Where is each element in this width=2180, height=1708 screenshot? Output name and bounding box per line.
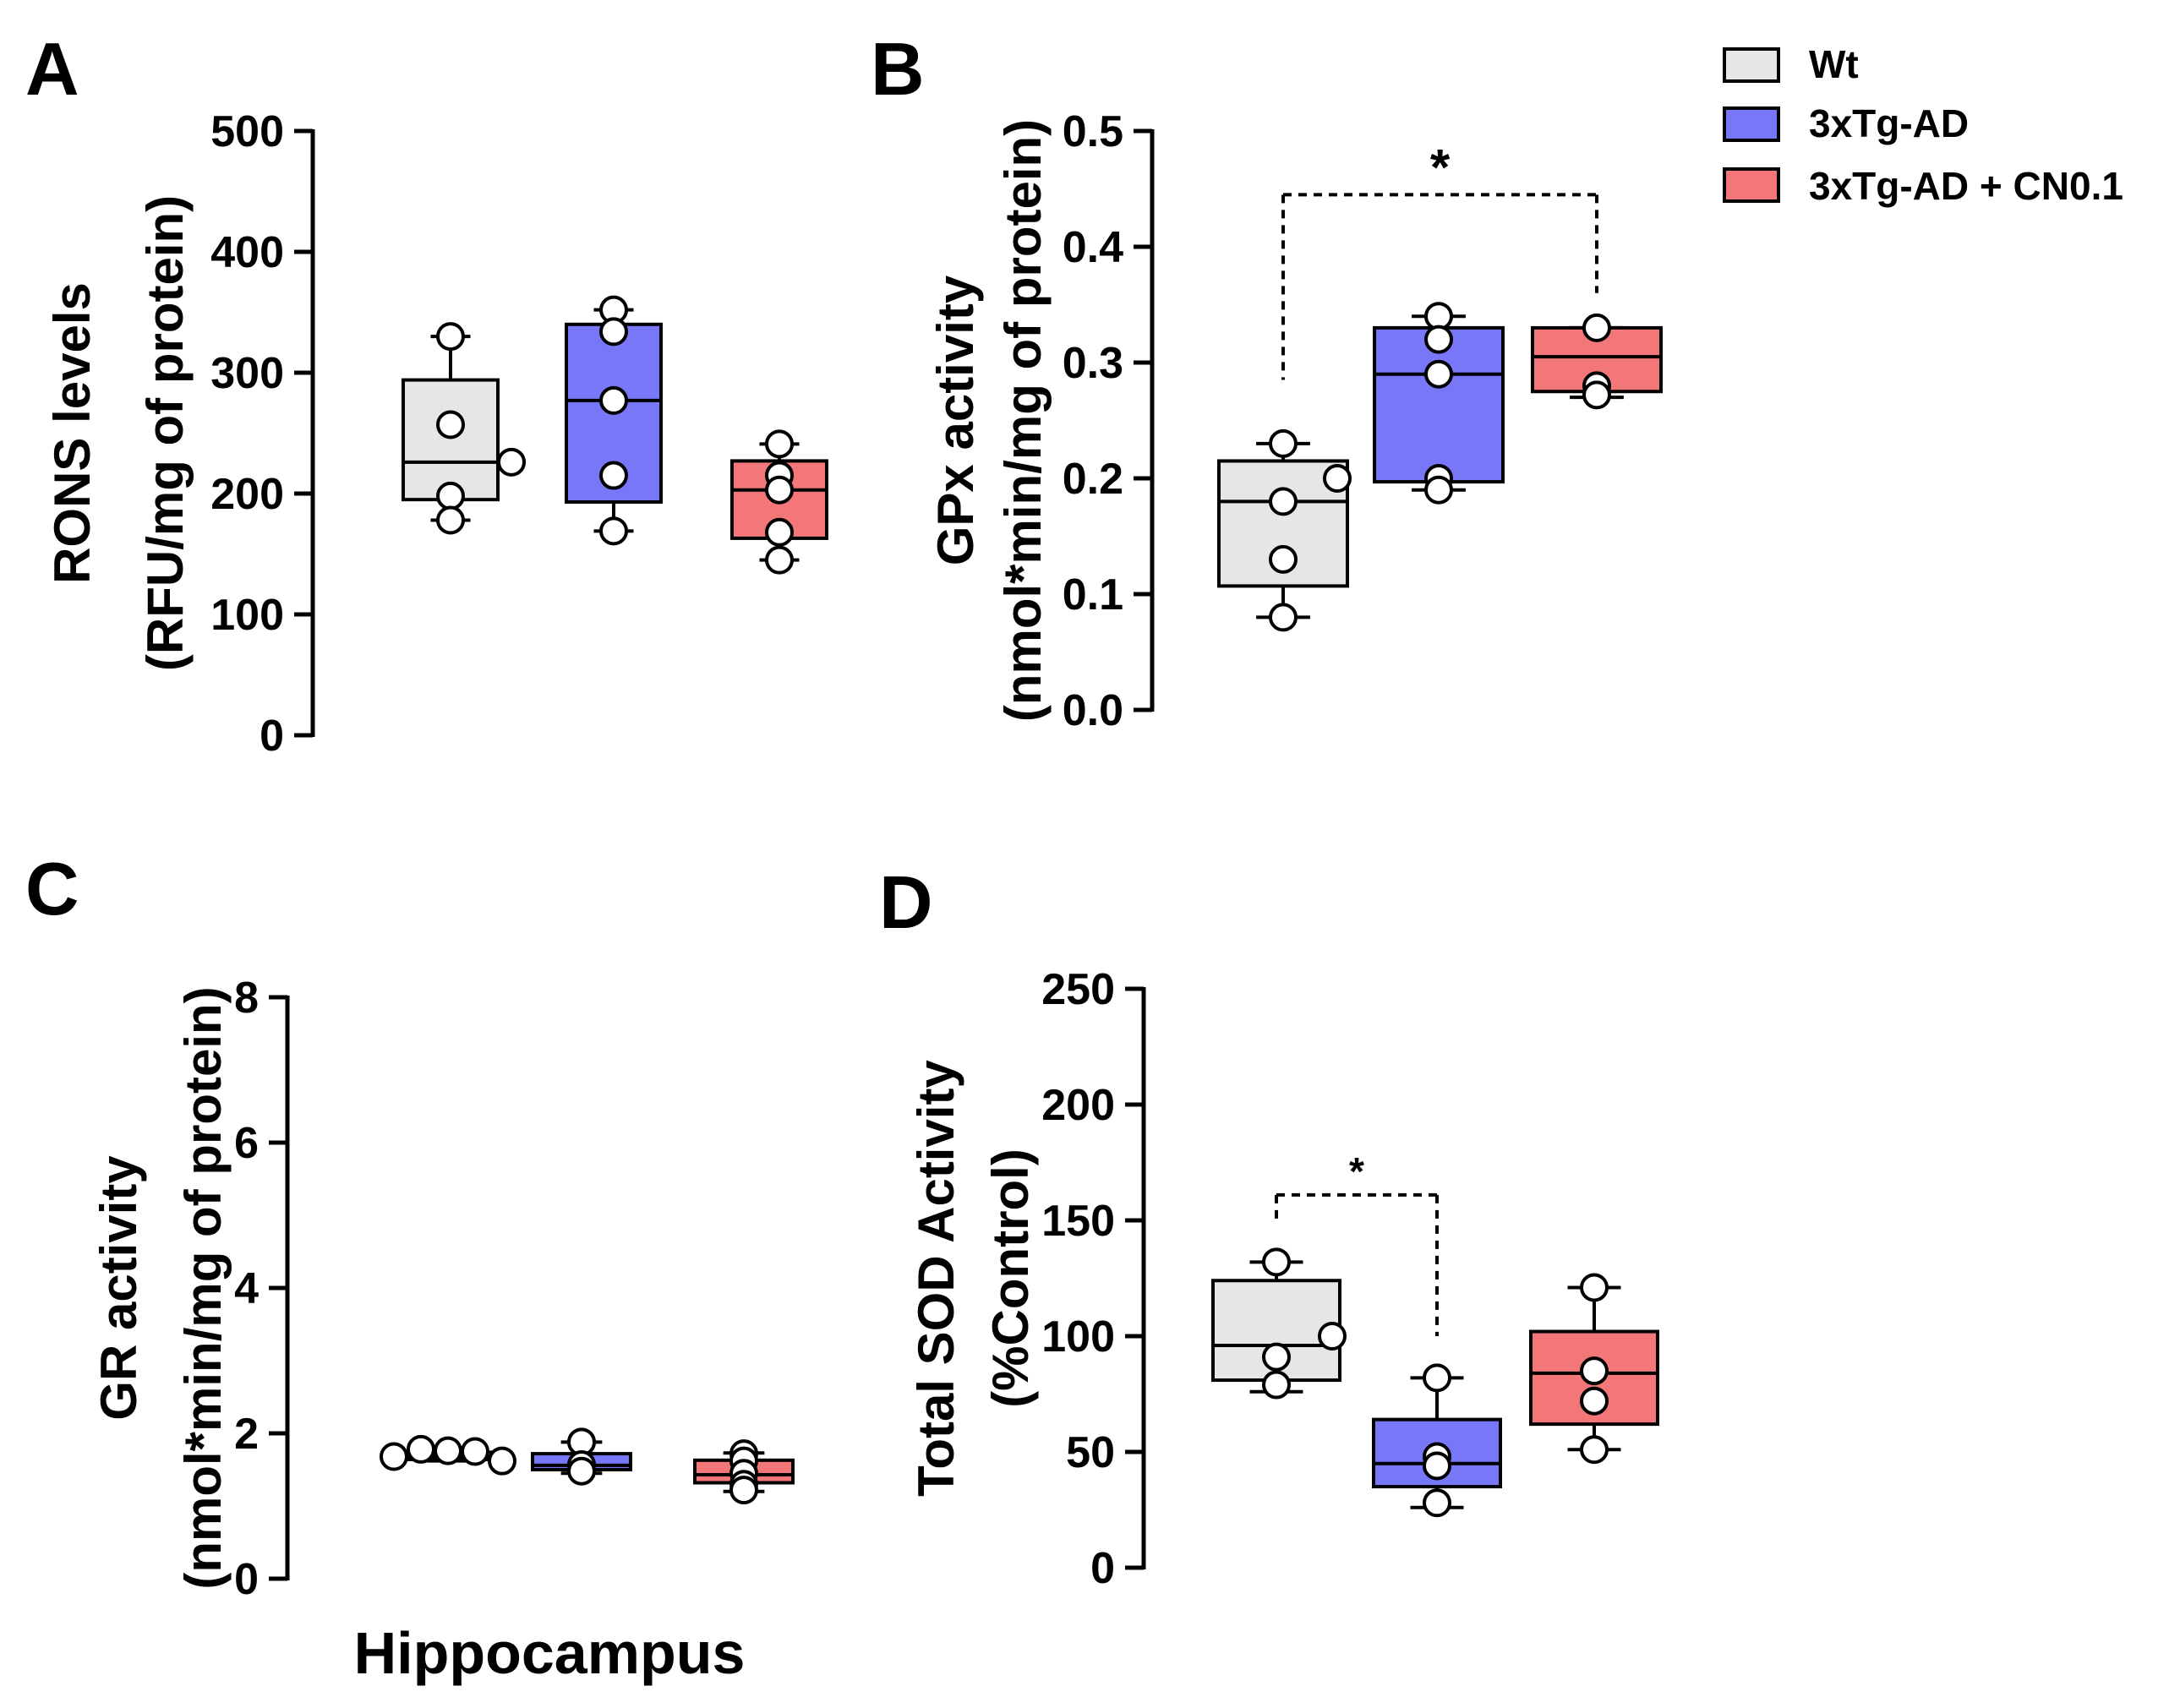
data-point <box>765 429 794 459</box>
data-point <box>1423 1363 1451 1393</box>
y-axis-label: (nmol*min/mg of protein) <box>995 119 1052 722</box>
data-point <box>1423 1451 1451 1481</box>
data-point <box>599 385 628 415</box>
legend-swatch-wt <box>1723 47 1780 83</box>
data-point <box>436 481 465 510</box>
legend: Wt 3xTg-AD 3xTg-AD + CN0.1 <box>1723 42 2123 208</box>
y-tick-label: 100 <box>1041 1312 1115 1361</box>
y-tick-label: 0.0 <box>1063 686 1123 735</box>
data-point <box>1580 1356 1609 1386</box>
legend-label-3xtg: 3xTg-AD <box>1809 101 1969 145</box>
data-point <box>599 516 628 546</box>
y-tick-label: 150 <box>1041 1197 1115 1246</box>
y-tick-label: 200 <box>210 470 284 519</box>
data-point <box>1323 464 1352 493</box>
y-tick-label: 0 <box>260 712 284 761</box>
y-tick-label: 0.4 <box>1063 223 1123 272</box>
y-axis-label: RONS levels <box>44 282 101 584</box>
data-point <box>1423 1488 1451 1518</box>
data-point <box>461 1437 489 1466</box>
y-tick-label: 8 <box>234 974 259 1023</box>
data-point <box>765 545 794 575</box>
y-tick-label: 0.3 <box>1063 339 1123 388</box>
data-point <box>436 505 465 535</box>
y-tick-label: 0 <box>234 1555 259 1604</box>
data-point <box>1269 544 1298 574</box>
data-point <box>1262 1247 1291 1277</box>
y-axis-label: Total SOD Activity <box>908 1060 964 1497</box>
data-point <box>436 410 465 439</box>
data-point <box>1580 1435 1609 1465</box>
y-tick-label: 4 <box>234 1264 259 1313</box>
box <box>402 378 500 502</box>
y-tick-label: 500 <box>210 107 284 156</box>
legend-swatch-3xtg <box>1723 106 1780 142</box>
y-tick-label: 200 <box>1041 1081 1115 1130</box>
data-point <box>567 1456 596 1486</box>
data-point <box>1269 487 1298 516</box>
y-tick-label: 0.5 <box>1063 107 1123 156</box>
legend-label-wt: Wt <box>1809 42 1859 86</box>
panel-a: 0 100 200 300 400 500 RONS levels (RFU/mg of pr… <box>44 107 828 761</box>
y-axis-label: (nmol*min/mg of protein) <box>175 986 232 1589</box>
data-point <box>488 1446 516 1476</box>
y-tick-label: 250 <box>1041 965 1115 1014</box>
panel-letter-b: B <box>871 27 925 111</box>
y-tick-label: 0.1 <box>1063 570 1123 619</box>
significance-label: * <box>1430 139 1451 195</box>
y-tick-label: 300 <box>210 349 284 398</box>
data-point <box>1582 380 1611 410</box>
data-point <box>1424 475 1453 505</box>
data-point <box>729 1476 758 1505</box>
data-point <box>1262 1370 1291 1400</box>
y-axis-label: (RFU/mg of protein) <box>137 195 194 671</box>
data-point <box>434 1436 462 1465</box>
data-point <box>765 517 794 547</box>
x-axis-label: Hippocampus <box>354 1620 746 1686</box>
y-axis-label: (%Control) <box>982 1149 1039 1408</box>
panel-b: 0.0 0.1 0.2 0.3 0.4 0.5 GPx activity (nmol*min/… <box>927 107 1663 735</box>
y-tick-label: 100 <box>210 591 284 640</box>
y-tick-label: 0.2 <box>1063 455 1123 504</box>
y-tick-label: 6 <box>234 1119 259 1168</box>
y-tick-label: 2 <box>234 1410 259 1459</box>
data-point <box>1269 603 1298 632</box>
significance-label: * <box>1349 1149 1364 1193</box>
data-point <box>1424 359 1453 389</box>
y-tick-label: 0 <box>1090 1544 1115 1593</box>
data-point <box>599 461 628 490</box>
panel-c: 0 2 4 6 8 GR activity (nmol*min/mg of protein) <box>90 974 795 1604</box>
y-axis-label: GR activity <box>90 1155 147 1421</box>
data-point <box>1318 1322 1347 1351</box>
data-point <box>1580 1386 1609 1416</box>
panel-letter-c: C <box>25 847 79 930</box>
data-point <box>1269 428 1298 458</box>
data-point <box>1424 325 1453 354</box>
data-point <box>436 322 465 352</box>
data-point <box>407 1434 435 1464</box>
y-axis-label: GPx activity <box>927 275 984 565</box>
data-point <box>765 475 794 505</box>
data-point <box>1582 313 1611 342</box>
data-point <box>1580 1273 1609 1302</box>
data-point <box>599 317 628 347</box>
data-point <box>380 1442 408 1471</box>
y-tick-label: 50 <box>1066 1428 1115 1477</box>
legend-swatch-cn01 <box>1723 167 1780 203</box>
y-tick-label: 400 <box>210 228 284 277</box>
panel-letter-d: D <box>879 860 933 944</box>
data-point <box>1262 1342 1291 1372</box>
data-point <box>497 447 526 477</box>
panel-letter-a: A <box>25 27 79 111</box>
panel-d: 0 50 100 150 200 250 Total SOD Activity (%Contr… <box>908 965 1659 1593</box>
legend-label-cn01: 3xTg-AD + CN0.1 <box>1809 164 2123 208</box>
